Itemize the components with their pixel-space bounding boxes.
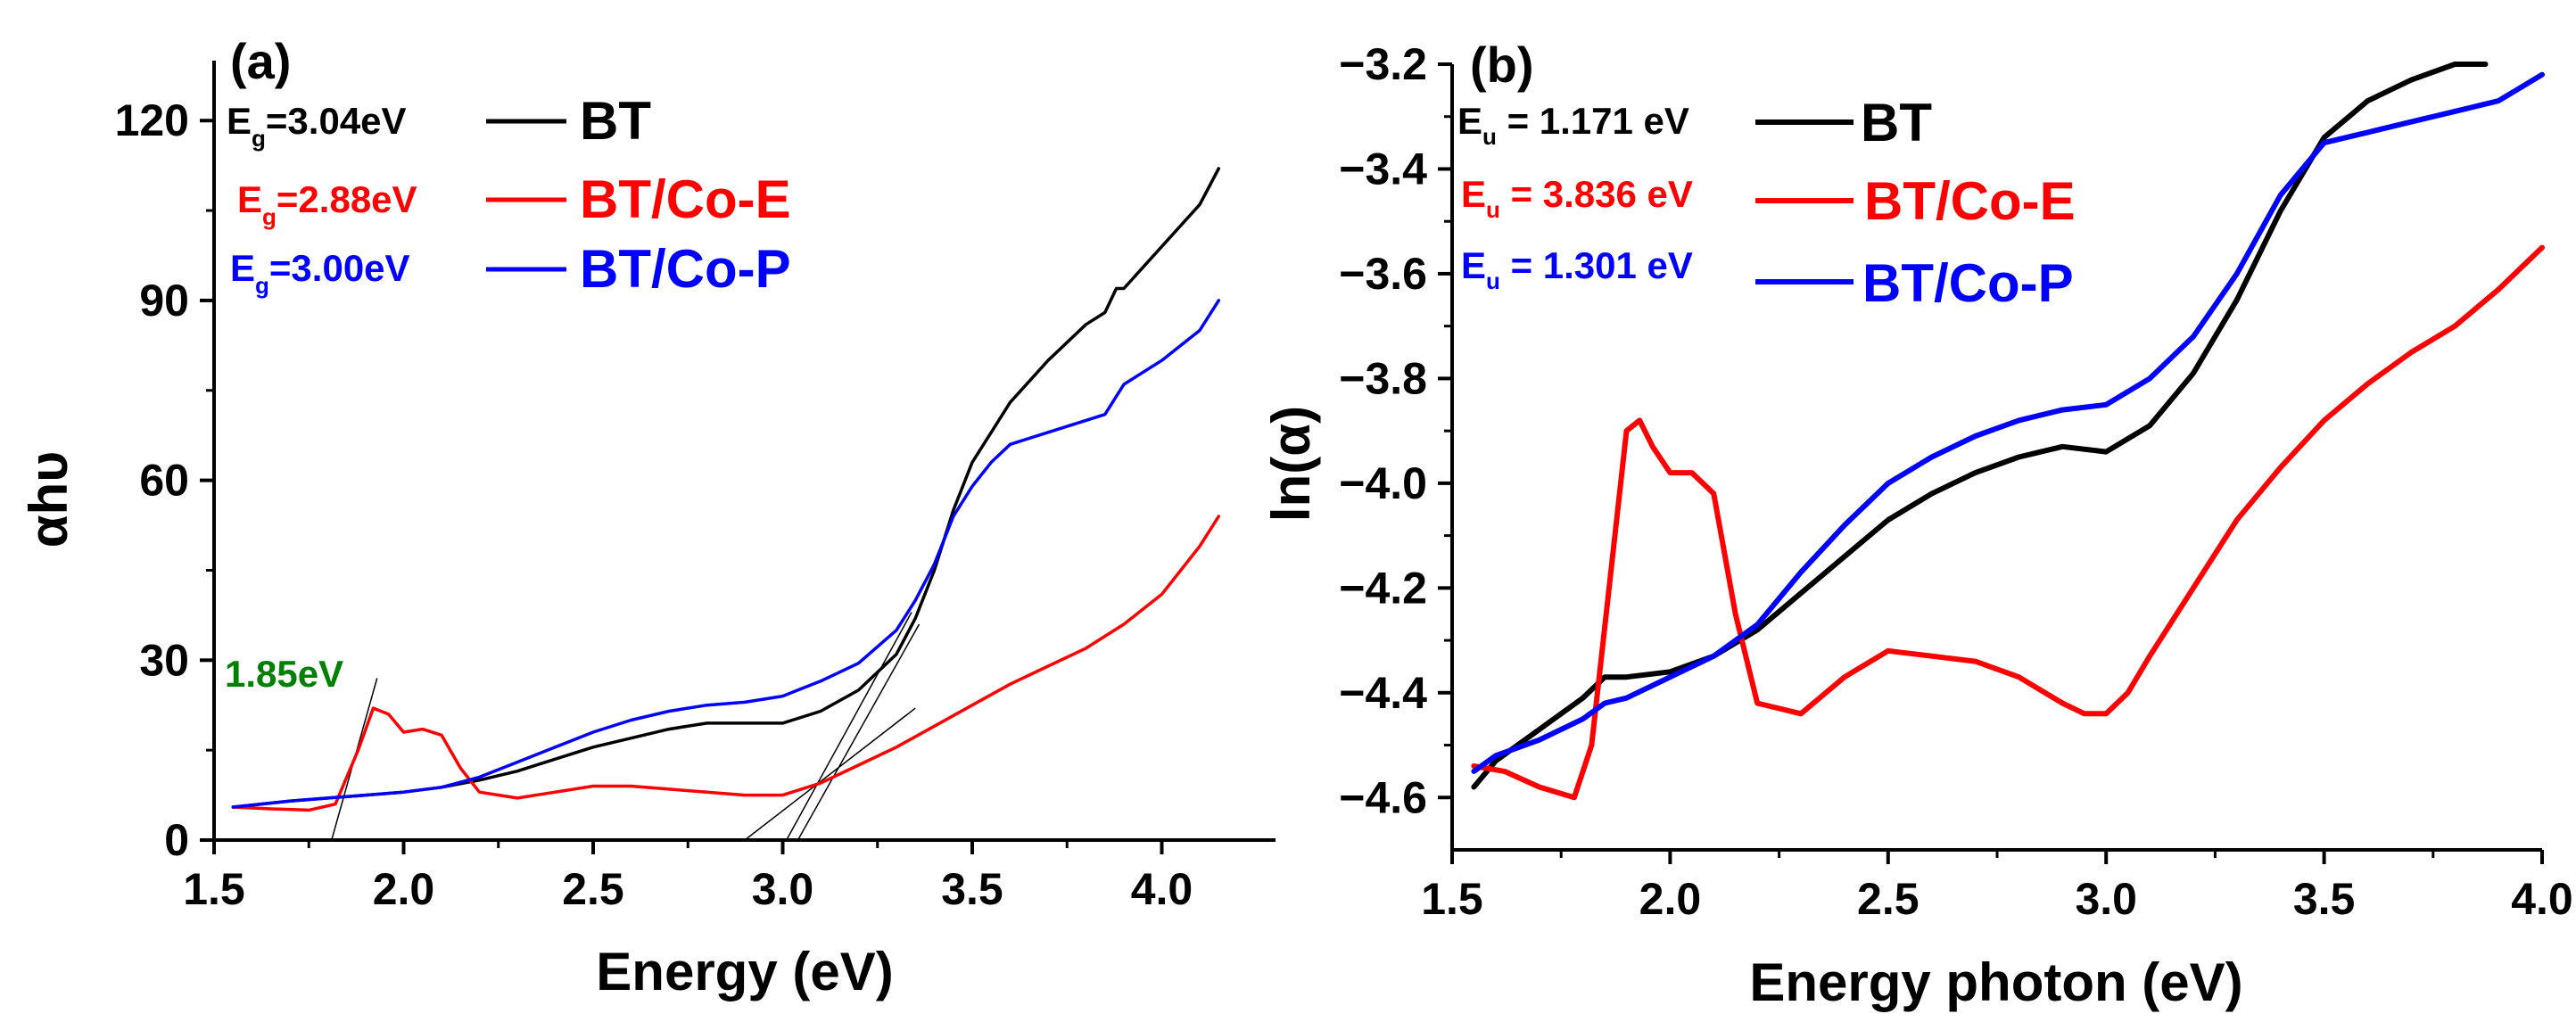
panel-a-x-tick-label: 3.0 (752, 864, 814, 914)
panel-b-legend-item-bt-co-e: Eu = 3.836 eV BT/Co-E (1461, 171, 2076, 231)
panel-a-series-bt-co-p (231, 299, 1221, 809)
panel-b-x-tick-label: 2.0 (1639, 874, 1702, 924)
gap-label-symbol: E (230, 247, 255, 289)
urbach-label-value: = 1.301 eV (1500, 244, 1693, 286)
panel-b-ticks: 1.5 2.0 2.5 3.0 3.5 4.0 −3.2 −3.4 −3.6 −3.8 −4.0 −4… (1339, 39, 2572, 924)
urbach-label-value: = 3.836 eV (1500, 173, 1693, 215)
gap-label-subscript: g (255, 272, 269, 299)
panel-a-legend-label-bt-co-e: BT/Co-E (580, 169, 791, 229)
panel-a-series-bt-co-e (231, 515, 1221, 812)
panel-a-legend-label-bt-co-p: BT/Co-P (580, 239, 791, 299)
panel-b-x-axis-label: Energy photon (eV) (1749, 952, 2242, 1012)
panel-b-y-axis-label: ln(α) (1261, 406, 1321, 522)
panel-b-x-tick-label: 2.5 (1857, 874, 1920, 924)
panel-a-axes: 1.5 2.0 2.5 3.0 3.5 4.0 0 30 60 90 120 (115, 61, 1276, 914)
panel-b-series-bt-co-p (1471, 71, 2545, 774)
panel-a-legend-item-bt-co-p: Eg=3.00eV BT/Co-P (230, 239, 791, 299)
panel-a-gap-label-bt-co-e: Eg=2.88eV (237, 178, 417, 230)
gap-label-symbol: E (227, 100, 252, 142)
panel-b-legend: Eu = 1.171 eV BT Eu = 3.836 eV BT/Co-E E… (1457, 93, 2076, 313)
urbach-label-subscript: u (1482, 123, 1497, 150)
panel-b-legend-item-bt-co-p: Eu = 1.301 eV BT/Co-P (1461, 244, 2074, 313)
gap-label-symbol: E (237, 178, 262, 220)
gap-label-value: =3.00eV (269, 247, 410, 289)
panel-a-y-axis-label: αhυ (19, 451, 78, 548)
urbach-label-symbol: E (1461, 244, 1486, 286)
panel-a-legend-item-bt-co-e: Eg=2.88eV BT/Co-E (237, 169, 791, 230)
panel-b-label: (b) (1470, 37, 1534, 93)
panel-b-x-tick-label: 3.0 (2075, 874, 2137, 924)
panel-a-x-tick-label: 2.5 (562, 864, 624, 914)
panel-b-x-tick-label: 4.0 (2511, 874, 2573, 924)
panel-a-legend-label-bt: BT (580, 91, 651, 151)
panel-a-tangent-lines (331, 612, 921, 841)
panel-a-y-tick-label: 90 (139, 276, 189, 326)
panel-b-legend-item-bt: Eu = 1.171 eV BT (1457, 93, 1932, 152)
panel-b-urbach-label-bt: Eu = 1.171 eV (1457, 100, 1689, 150)
panel-b-axes: 1.5 2.0 2.5 3.0 3.5 4.0 −3.2 −3.4 −3.6 −3.8 −4.0 −4… (1339, 39, 2572, 924)
urbach-label-subscript: u (1486, 268, 1500, 294)
panel-a-x-tick-label: 3.5 (941, 864, 1003, 914)
panel-a-legend-item-bt: Eg=3.04eV BT (227, 91, 651, 152)
panel-b-series-lines (1471, 62, 2545, 801)
panel-a-series-lines (231, 167, 1221, 812)
panel-a-y-tick-label: 0 (164, 815, 189, 865)
panel-a-y-tick-label: 60 (139, 456, 189, 506)
gap-label-subscript: g (252, 125, 266, 152)
panel-a-y-tick-label: 120 (115, 95, 189, 145)
gap-label-value: =2.88eV (277, 178, 417, 220)
panel-b-plot-area (1471, 62, 2545, 801)
urbach-label-symbol: E (1461, 173, 1486, 215)
panel-a-label: (a) (230, 33, 291, 89)
panel-a-annotation-1.85ev: 1.85eV (225, 653, 343, 695)
panel-a-tangent-line (797, 623, 921, 841)
panel-a-x-tick-label: 4.0 (1131, 864, 1193, 914)
panel-a-tangent-line (744, 707, 916, 841)
panel-a-tangent-line (786, 612, 912, 841)
urbach-label-value: = 1.171 eV (1497, 100, 1689, 142)
panel-a-plot-area (231, 167, 1221, 841)
panel-b-y-tick-label: −4.6 (1339, 772, 1427, 822)
panel-a-chart: 1.5 2.0 2.5 3.0 3.5 4.0 0 30 60 90 120 (a) Energy … (19, 33, 1276, 1001)
panel-b-urbach-label-bt-co-e: Eu = 3.836 eV (1461, 173, 1693, 223)
panel-a-x-tick-label: 1.5 (183, 864, 245, 914)
panel-a-y-tick-label: 30 (139, 635, 189, 685)
panel-b-y-tick-label: −3.4 (1339, 144, 1427, 194)
panel-a-ticks: 1.5 2.0 2.5 3.0 3.5 4.0 0 30 60 90 120 (115, 95, 1193, 914)
panel-a-gap-label-bt: Eg=3.04eV (227, 100, 407, 152)
gap-label-value: =3.04eV (266, 100, 407, 142)
panel-b-legend-label-bt-co-e: BT/Co-E (1864, 171, 2076, 231)
panel-a-legend: Eg=3.04eV BT Eg=2.88eV BT/Co-E Eg=3.00eV… (227, 91, 791, 299)
panel-b-y-tick-label: −3.6 (1339, 249, 1427, 299)
panel-b-y-tick-label: −3.2 (1339, 39, 1427, 89)
panel-b-y-tick-label: −4.4 (1339, 668, 1427, 718)
panel-b-x-tick-label: 3.5 (2293, 874, 2356, 924)
urbach-label-subscript: u (1486, 196, 1500, 223)
panel-b-x-tick-label: 1.5 (1421, 874, 1483, 924)
panel-b-series-bt-co-e (1471, 244, 2545, 801)
panel-a-gap-label-bt-co-p: Eg=3.00eV (230, 247, 410, 299)
urbach-label-symbol: E (1457, 100, 1482, 142)
panel-b-legend-label-bt-co-p: BT/Co-P (1862, 253, 2074, 313)
gap-label-subscript: g (262, 203, 277, 230)
panel-b-y-tick-label: −4.0 (1339, 458, 1427, 508)
panel-b-y-tick-label: −4.2 (1339, 563, 1427, 613)
panel-a-x-tick-label: 2.0 (373, 864, 435, 914)
panel-b-y-tick-label: −3.8 (1339, 353, 1427, 403)
panel-b-legend-label-bt: BT (1861, 93, 1932, 152)
panel-b-urbach-label-bt-co-p: Eu = 1.301 eV (1461, 244, 1693, 294)
panel-a-x-axis-label: Energy (eV) (596, 942, 893, 1001)
panel-b-chart: 1.5 2.0 2.5 3.0 3.5 4.0 −3.2 −3.4 −3.6 −3.8 −4.0 −4… (1261, 37, 2573, 1012)
